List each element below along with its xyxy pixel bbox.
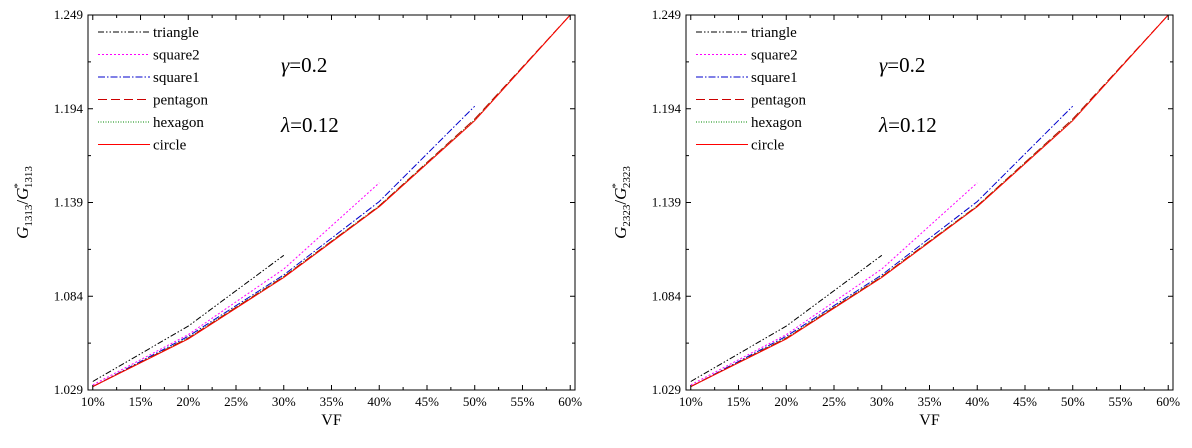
x-tick-label: 60% [1156, 394, 1180, 409]
legend-label-circle: circle [751, 138, 785, 154]
x-tick-label: 30% [272, 394, 296, 409]
y-axis-title: G1313/G*1313 [12, 166, 35, 239]
x-tick-label: 20% [774, 394, 798, 409]
series-line-square1 [690, 105, 1074, 388]
x-tick-label: 30% [870, 394, 894, 409]
legend-label-circle: circle [153, 138, 187, 154]
x-axis-title: VF [919, 412, 940, 429]
chart-panel-2: 10% 15% 20% 25% 30% 35% 40% 45% 50% 55% 60% VF 1.029… [610, 7, 1180, 429]
y-tick-label: 1.029 [54, 382, 83, 397]
y-tick-label: 1.084 [652, 288, 682, 303]
legend-label-hexagon: hexagon [751, 115, 802, 131]
x-tick-label: 40% [367, 394, 391, 409]
x-tick-label: 25% [822, 394, 846, 409]
annotation-1: γ=0.2 [879, 53, 925, 77]
legend-label-triangle: triangle [153, 25, 199, 41]
x-tick-label: 40% [965, 394, 989, 409]
x-axis: 10% 15% 20% 25% 30% 35% 40% 45% 50% 55% 60% VF [679, 15, 1180, 429]
annotation-2: λ=0.12 [878, 113, 937, 137]
y-tick-label: 1.249 [652, 7, 681, 22]
series-line-triangle [92, 254, 285, 382]
x-tick-label: 25% [224, 394, 248, 409]
annotations: γ=0.2 λ=0.12 [878, 53, 937, 137]
x-tick-label: 60% [558, 394, 582, 409]
chart-panel-1: 10% 15% 20% 25% 30% 35% 40% 45% 50% 55% 60% VF 1.029… [12, 7, 582, 429]
series-line-triangle [690, 254, 883, 382]
x-axis: 10% 15% 20% 25% 30% 35% 40% 45% 50% 55% 60% VF [81, 15, 582, 429]
legend-label-pentagon: pentagon [153, 93, 208, 109]
annotation-2: λ=0.12 [280, 113, 339, 137]
x-tick-label: 45% [415, 394, 439, 409]
annotation-1: γ=0.2 [281, 53, 327, 77]
y-tick-label: 1.139 [652, 195, 681, 210]
y-tick-label: 1.194 [652, 101, 682, 116]
legend-label-square2: square2 [751, 48, 798, 64]
legend-label-pentagon: pentagon [751, 93, 806, 109]
legend: triangle square2 square1 pentagon hexagon cir… [98, 25, 208, 154]
y-tick-label: 1.249 [54, 7, 83, 22]
series-line-circle [92, 14, 571, 388]
series-line-circle [690, 14, 1169, 388]
series-line-square2 [690, 182, 978, 386]
y-axis: 1.029 1.084 1.139 1.194 1.249 G1313/G*1313 [12, 7, 575, 397]
x-tick-label: 55% [1109, 394, 1133, 409]
legend-label-square1: square1 [751, 70, 798, 86]
series-line-square1 [92, 105, 476, 388]
x-tick-label: 20% [176, 394, 200, 409]
annotations: γ=0.2 λ=0.12 [280, 53, 339, 137]
x-tick-label: 10% [679, 394, 703, 409]
x-tick-label: 50% [1061, 394, 1085, 409]
y-axis: 1.029 1.084 1.139 1.194 1.249 G2323/G*2323 [610, 7, 1173, 397]
legend-label-triangle: triangle [751, 25, 797, 41]
series-group [92, 14, 571, 388]
x-tick-label: 15% [727, 394, 751, 409]
x-tick-label: 35% [918, 394, 942, 409]
y-tick-label: 1.139 [54, 195, 83, 210]
y-axis-title: G2323/G*2323 [610, 166, 633, 239]
series-line-hexagon [690, 14, 1169, 388]
x-tick-label: 45% [1013, 394, 1037, 409]
series-group [690, 14, 1169, 388]
x-tick-label: 50% [463, 394, 487, 409]
legend: triangle square2 square1 pentagon hexagon cir… [696, 25, 806, 154]
x-axis-title: VF [321, 412, 342, 429]
series-line-square2 [92, 182, 380, 386]
legend-label-hexagon: hexagon [153, 115, 204, 131]
y-tick-label: 1.194 [54, 101, 84, 116]
x-tick-label: 55% [511, 394, 535, 409]
series-line-hexagon [92, 14, 571, 388]
x-tick-label: 15% [129, 394, 153, 409]
x-tick-label: 10% [81, 394, 105, 409]
y-tick-label: 1.029 [652, 382, 681, 397]
legend-label-square2: square2 [153, 48, 200, 64]
legend-label-square1: square1 [153, 70, 200, 86]
y-tick-label: 1.084 [54, 288, 84, 303]
x-tick-label: 35% [320, 394, 344, 409]
